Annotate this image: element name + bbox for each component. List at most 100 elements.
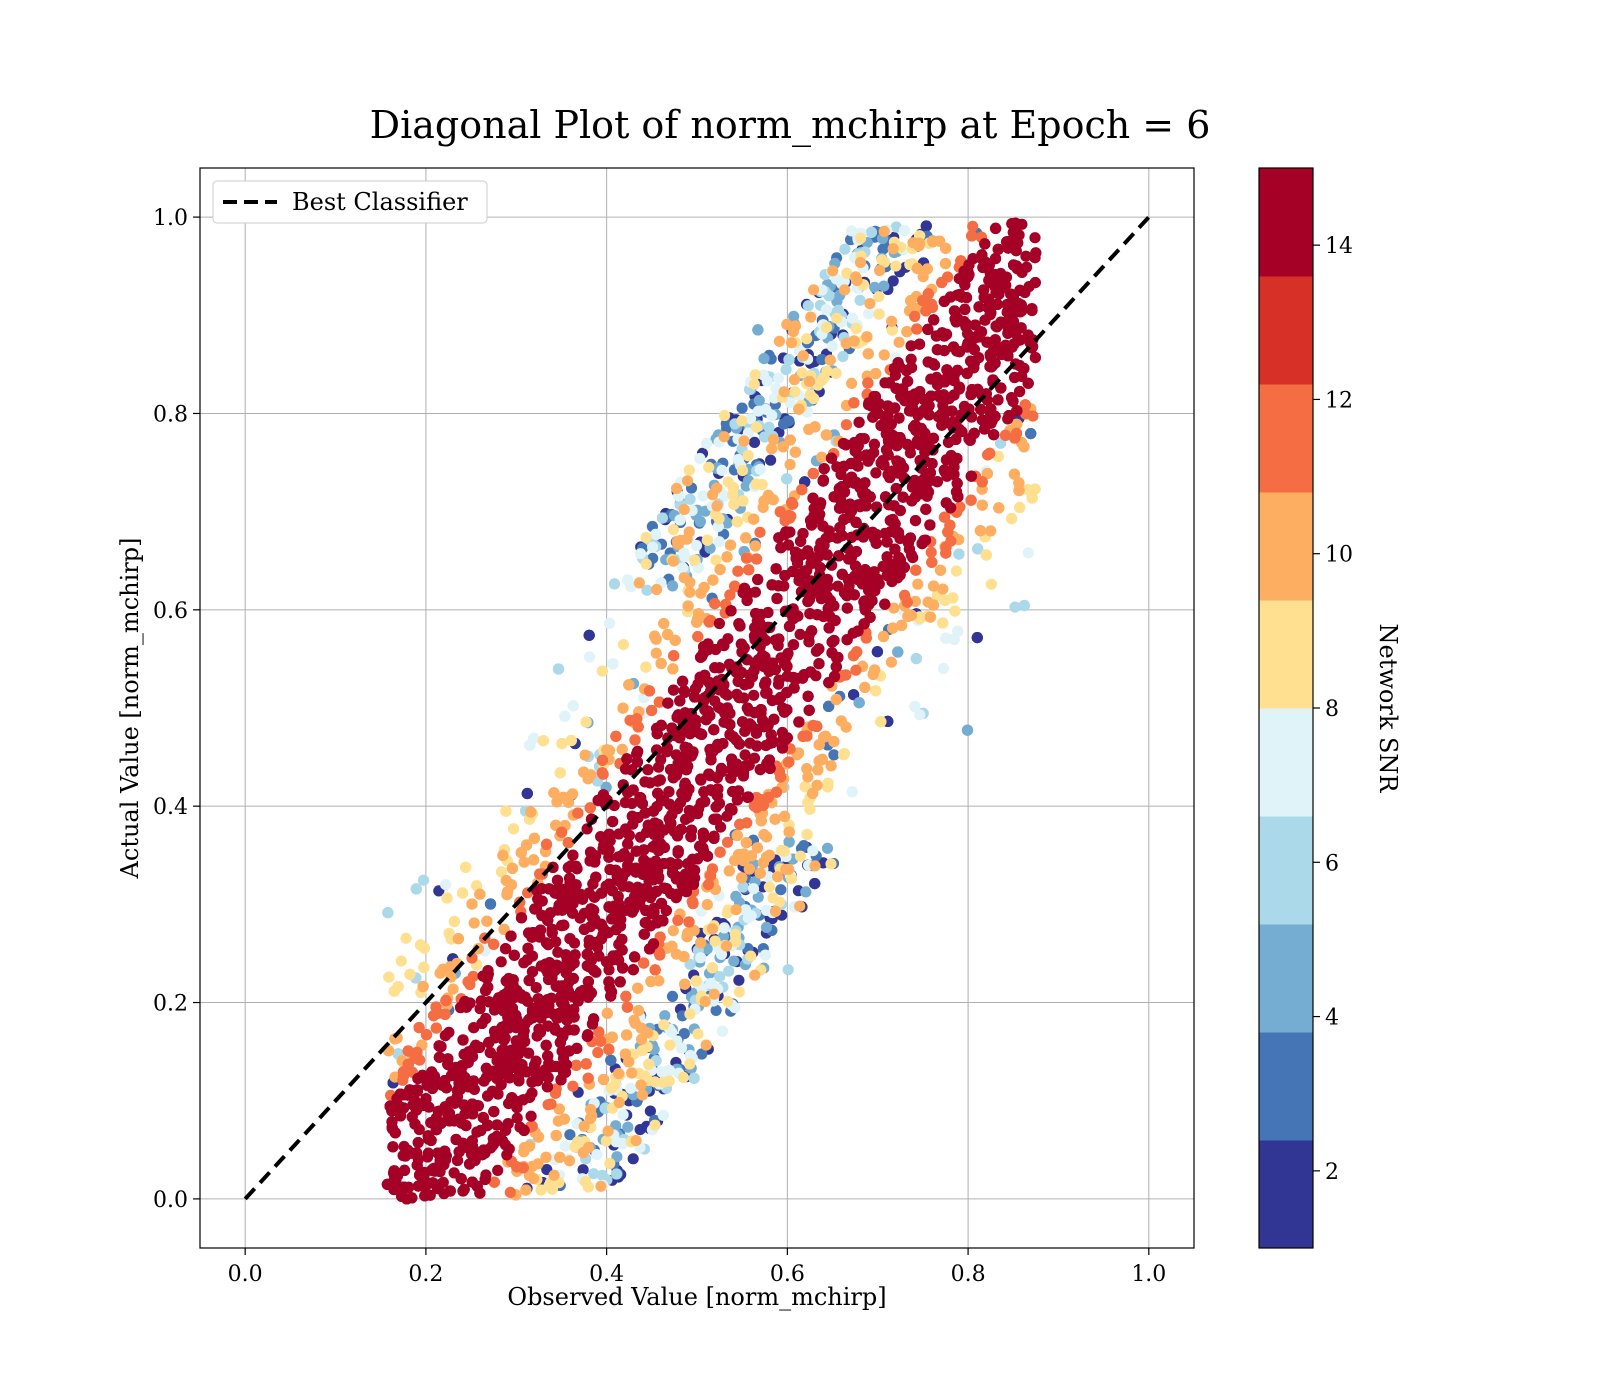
scatter-point (1025, 428, 1037, 440)
scatter-point (556, 738, 568, 750)
scatter-point (532, 893, 544, 905)
scatter-point (716, 1025, 729, 1037)
scatter-point (729, 1002, 741, 1014)
scatter-point (413, 1022, 425, 1034)
scatter-point (441, 892, 453, 904)
scatter-point (728, 955, 740, 967)
scatter-point (552, 663, 565, 675)
scatter-point (689, 554, 701, 566)
scatter-point (684, 1058, 696, 1070)
scatter-point (579, 749, 591, 761)
scatter-point (783, 826, 795, 838)
scatter-point (724, 589, 736, 601)
scatter-point (598, 1073, 610, 1086)
scatter-point (937, 662, 950, 675)
scatter-point (669, 634, 681, 646)
scatter-point (926, 301, 939, 313)
scatter-point (911, 323, 923, 335)
scatter-point (809, 860, 821, 872)
scatter-point (928, 580, 940, 592)
scatter-point (1020, 250, 1032, 262)
scatter-point (920, 220, 932, 232)
scatter-point (620, 990, 632, 1003)
scatter-point (710, 1004, 722, 1017)
scatter-point (873, 291, 885, 303)
scatter-point (747, 883, 760, 895)
scatter-point (592, 1046, 604, 1059)
scatter-point (738, 435, 750, 447)
scatter-point (758, 829, 770, 841)
scatter-point (754, 526, 766, 538)
scatter-point (528, 854, 540, 866)
scatter-point (625, 1082, 637, 1094)
scatter-point (580, 1058, 592, 1070)
scatter-point (602, 1125, 614, 1137)
scatter-point (793, 716, 805, 728)
scatter-point (754, 463, 766, 475)
scatter-point (748, 513, 760, 525)
scatter-point (699, 995, 711, 1008)
scatter-point (591, 1149, 603, 1161)
scatter-point (887, 275, 899, 287)
scatter-point (647, 541, 659, 553)
scatter-point (950, 565, 963, 577)
scatter-point (863, 453, 876, 465)
scatter-point (440, 995, 452, 1007)
scatter-point (584, 1112, 597, 1124)
scatter-point (528, 832, 541, 844)
scatter-point (617, 639, 630, 651)
scatter-point (942, 526, 954, 538)
scatter-point (593, 1026, 605, 1038)
scatter-point (603, 976, 615, 988)
scatter-point (617, 702, 629, 714)
scatter-point (909, 595, 922, 608)
scatter-point (786, 497, 798, 509)
scatter-point (910, 653, 922, 665)
scatter-point (820, 321, 833, 333)
scatter-point (597, 768, 609, 780)
scatter-point (967, 220, 979, 232)
scatter-point (604, 617, 616, 629)
scatter-point (885, 656, 898, 668)
scatter-point (781, 318, 793, 330)
scatter-point (778, 386, 790, 398)
scatter-point (802, 797, 814, 809)
scatter-point (448, 915, 460, 928)
scatter-point (634, 548, 647, 560)
scatter-point (617, 1109, 629, 1121)
scatter-point (495, 956, 507, 968)
scatter-point (846, 225, 858, 237)
scatter-point (911, 262, 923, 274)
scatter-point (554, 1151, 566, 1163)
scatter-point (971, 632, 983, 644)
scatter-point (667, 925, 679, 937)
scatter-point (801, 333, 813, 345)
scatter-point (865, 226, 878, 238)
scatter-point (976, 499, 988, 511)
scatter-point (613, 1096, 625, 1109)
scatter-point (752, 324, 764, 336)
scatter-point (846, 377, 858, 389)
scatter-point (458, 1183, 470, 1195)
scatter-point (610, 1136, 622, 1148)
scatter-point (853, 697, 865, 709)
scatter-point (607, 658, 619, 670)
scatter-point (818, 731, 830, 743)
scatter-point (418, 961, 430, 973)
scatter-point (788, 374, 801, 386)
scatter-point (785, 873, 798, 885)
scatter-point (985, 525, 997, 537)
scatter-point (382, 907, 394, 919)
scatter-point (690, 975, 702, 987)
scatter-point (995, 382, 1007, 394)
scatter-point (570, 1059, 582, 1071)
scatter-point (444, 1185, 456, 1197)
scatter-point (848, 689, 860, 701)
scatter-point (877, 630, 890, 643)
scatter-point (763, 421, 775, 433)
scatter-point (742, 912, 754, 924)
scatter-point (677, 1071, 690, 1083)
scatter-point (782, 964, 794, 976)
scatter-point (701, 437, 713, 449)
scatter-point (1020, 408, 1032, 420)
